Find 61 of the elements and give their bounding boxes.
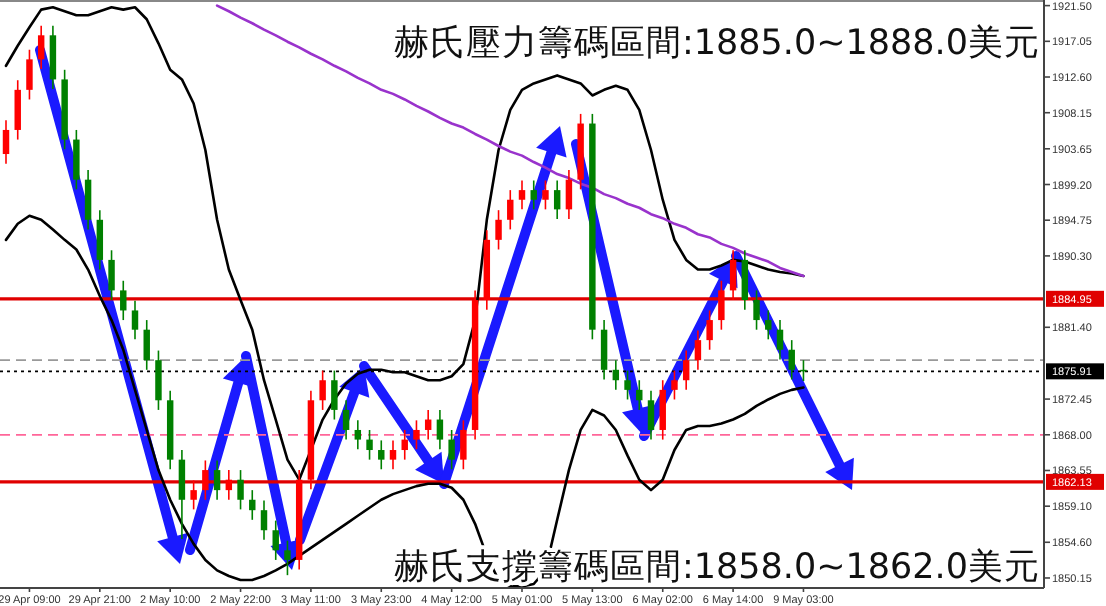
candlestick (73, 129, 80, 191)
annotation: 赫氏壓力籌碼區間:1885.0~1888.0美元 (393, 22, 1040, 64)
candlestick (319, 369, 326, 411)
candlestick (682, 349, 690, 391)
candlestick (659, 379, 666, 441)
candlestick (84, 169, 92, 231)
candlestick (542, 179, 549, 211)
candlestick (26, 48, 33, 101)
candlestick (729, 249, 737, 301)
candlestick (612, 359, 620, 391)
candlestick (718, 279, 725, 331)
candlestick (788, 339, 795, 381)
candlestick (342, 399, 350, 441)
candlestick (260, 499, 268, 541)
candlestick (436, 409, 444, 451)
candlestick (331, 369, 338, 421)
candlestick (366, 429, 373, 461)
candlestick (131, 300, 139, 341)
candlestick (354, 419, 362, 451)
candlestick (389, 439, 397, 471)
candlestick (284, 539, 291, 576)
candlestick (424, 409, 432, 441)
candlestick (753, 289, 760, 331)
candlestick (460, 419, 467, 471)
candlestick (237, 469, 244, 511)
candlestick (401, 429, 408, 461)
candlestick (249, 489, 256, 521)
candlestick (765, 309, 772, 341)
candlestick (178, 449, 186, 540)
candlestick (272, 519, 279, 561)
candlestick (776, 319, 784, 361)
candlestick (96, 209, 104, 271)
candlestick (413, 419, 420, 451)
candlestick (155, 349, 162, 411)
candlestick (108, 249, 115, 301)
candlestick (143, 319, 150, 371)
candlestick (671, 369, 678, 401)
candlestick (378, 439, 385, 471)
candlestick (741, 249, 749, 311)
candlestick (14, 79, 21, 141)
candlestick (49, 24, 57, 90)
candlestick (213, 459, 221, 501)
candlestick (225, 469, 233, 501)
candlestick (694, 329, 702, 371)
candlestick (190, 479, 197, 511)
candlestick (553, 179, 561, 220)
candlestick (565, 169, 573, 220)
candlestick (624, 369, 631, 401)
candlestick (530, 179, 537, 211)
candlestick (495, 209, 502, 251)
candlestick (37, 24, 45, 70)
candlestick (202, 459, 209, 501)
candlestick (518, 179, 526, 211)
candlestick (507, 189, 514, 231)
candlestick (2, 119, 10, 165)
candlestick (647, 389, 655, 441)
candlestick (448, 429, 455, 471)
candlestick (120, 279, 127, 321)
candlestick (636, 379, 643, 411)
candlestick (600, 319, 608, 381)
candlestick (706, 309, 713, 351)
